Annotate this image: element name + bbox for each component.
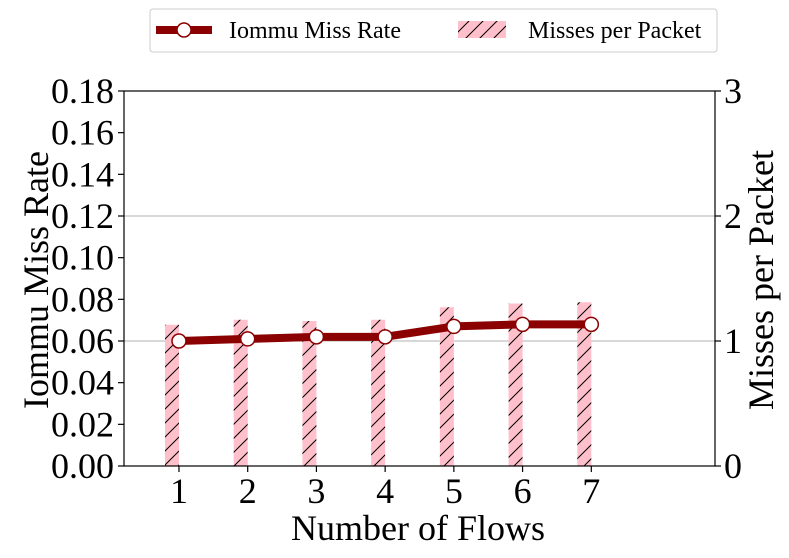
- y-left-tick-label-0.00: 0.00: [51, 446, 114, 486]
- y-left-tick-label-0.08: 0.08: [51, 279, 114, 319]
- legend: Iommu Miss Rate Misses per Packet: [149, 8, 718, 53]
- x-tick-label-6: 6: [514, 471, 532, 511]
- y-left-tick-label-0.10: 0.10: [51, 238, 114, 278]
- y-axis-right-title: Misses per Packet: [741, 150, 781, 410]
- bar-misses-per-packet-3: [302, 321, 317, 466]
- y-left-tick-label-0.16: 0.16: [51, 113, 114, 153]
- point-miss-rate-7: [583, 316, 600, 333]
- y-left-tick-label-0.02: 0.02: [51, 404, 114, 444]
- bar-misses-per-packet-2: [233, 319, 248, 466]
- y-right-tick-label-0: 0: [724, 446, 742, 486]
- y-left-tick-label-0.06: 0.06: [51, 321, 114, 361]
- plot-area: 1 2 3 4 5 6 70.000.020.040.060.080.100.120.140…: [51, 71, 742, 511]
- legend-frame: [149, 8, 718, 53]
- y-right-tick-label-3: 3: [724, 71, 742, 111]
- point-miss-rate-3: [308, 329, 325, 345]
- plot-frame: [123, 90, 716, 467]
- bar-misses-per-packet-5: [439, 307, 454, 466]
- y-left-tick-label-0.12: 0.12: [51, 196, 114, 236]
- point-miss-rate-2: [239, 331, 256, 347]
- y-left-tick-label-0.18: 0.18: [51, 71, 114, 111]
- point-miss-rate-1: [171, 333, 187, 349]
- legend-line-marker: [176, 22, 192, 38]
- point-miss-rate-4: [377, 329, 393, 345]
- point-miss-rate-6: [514, 316, 531, 333]
- y-right-tick-label-1: 1: [724, 321, 742, 361]
- x-tick-label-7: 7: [582, 471, 600, 511]
- bar-misses-per-packet-6: [508, 303, 523, 466]
- bar-misses-per-packet-1: [164, 324, 179, 466]
- y-right-tick-label-2: 2: [724, 196, 742, 236]
- legend-bar-swatch: [458, 21, 506, 38]
- point-miss-rate-5: [446, 318, 462, 335]
- legend-label-misses-per-packet: Misses per Packet: [528, 18, 702, 44]
- x-tick-label-1: 1: [170, 471, 188, 511]
- y-left-tick-label-0.04: 0.04: [51, 363, 114, 403]
- x-axis-title: Number of Flows: [291, 508, 545, 548]
- x-tick-label-5: 5: [445, 471, 463, 511]
- y-axis-left-title: Iommu Miss Rate: [16, 151, 56, 409]
- bar-misses-per-packet-7: [577, 302, 592, 466]
- legend-label-miss-rate: Iommu Miss Rate: [229, 18, 401, 44]
- y-left-tick-label-0.14: 0.14: [51, 154, 114, 194]
- x-tick-label-3: 3: [307, 471, 325, 511]
- bar-misses-per-packet-4: [371, 319, 386, 466]
- x-tick-label-2: 2: [239, 471, 257, 511]
- x-tick-label-4: 4: [376, 471, 394, 511]
